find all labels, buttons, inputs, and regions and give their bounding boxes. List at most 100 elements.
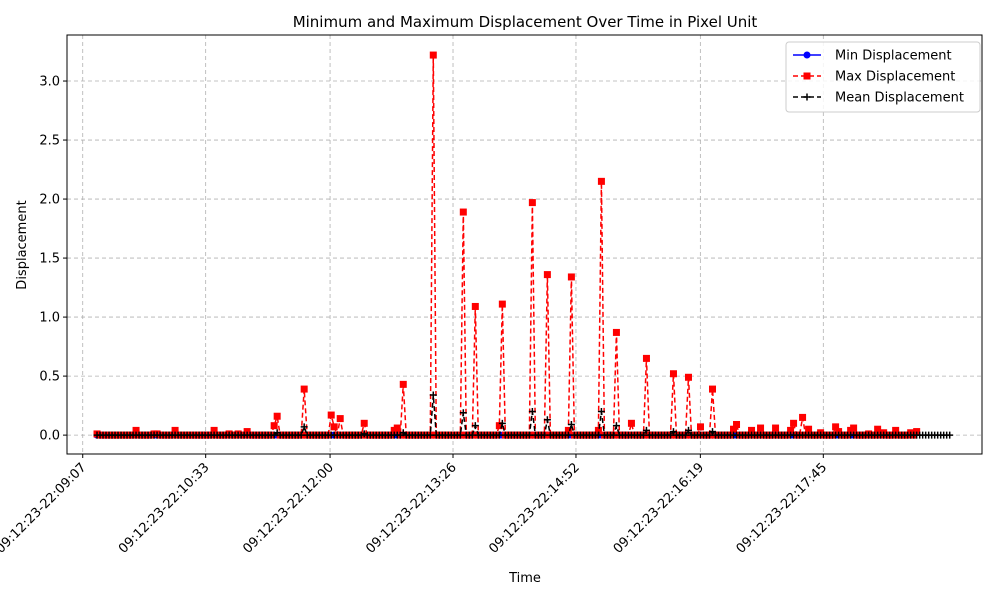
y-axis: 0.0 0.5 1.0 1.5 2.0 2.5 3.0 <box>39 75 67 444</box>
data-point <box>684 426 692 434</box>
data-point <box>642 426 650 434</box>
data-point <box>684 373 692 381</box>
data-point <box>772 424 780 432</box>
y-tick-label: 2.5 <box>39 134 60 149</box>
data-point <box>748 426 756 434</box>
data-point <box>543 271 551 279</box>
data-point <box>594 431 602 439</box>
x-tick-label: 09:12:23-22:16:19 <box>611 460 707 556</box>
legend-label: Min Displacement <box>835 49 952 64</box>
series-layer <box>93 51 954 439</box>
data-point <box>564 431 572 439</box>
data-point <box>171 426 179 434</box>
data-point <box>399 380 407 388</box>
x-tick-label: 09:12:23-22:10:33 <box>116 460 212 556</box>
plot-frame <box>66 34 983 455</box>
data-point <box>543 416 551 424</box>
data-point <box>360 419 368 427</box>
data-point <box>426 431 434 439</box>
data-point <box>609 431 617 439</box>
data-point <box>730 425 738 433</box>
data-point <box>273 412 281 420</box>
data-point <box>132 426 140 434</box>
x-axis-label: Time <box>508 571 541 586</box>
data-point <box>787 426 795 434</box>
y-tick-label: 1.0 <box>39 311 60 326</box>
data-point <box>525 431 533 439</box>
legend-marker <box>803 51 811 59</box>
data-point <box>471 422 479 430</box>
legend-marker <box>803 93 811 101</box>
legend-box <box>785 41 981 113</box>
data-point <box>498 419 506 427</box>
data-point <box>498 300 506 308</box>
data-point <box>594 426 602 434</box>
data-point <box>336 415 344 423</box>
data-point <box>495 431 503 439</box>
data-point <box>528 408 536 416</box>
data-point <box>471 302 479 310</box>
legend-label: Max Displacement <box>835 70 955 85</box>
data-point <box>805 425 813 433</box>
x-tick-label: 09:12:23-22:12:00 <box>240 460 336 556</box>
data-point <box>429 391 437 399</box>
chart-title: Minimum and Maximum Displacement Over Ti… <box>293 13 758 31</box>
data-point <box>627 419 635 427</box>
data-point <box>706 431 714 439</box>
data-point <box>790 419 798 427</box>
data-point <box>429 51 437 59</box>
data-point <box>459 409 467 417</box>
data-point <box>528 199 536 207</box>
data-point <box>642 354 650 362</box>
data-point <box>210 426 218 434</box>
legend: Min Displacement Max Displacement Mean Dis… <box>785 41 981 113</box>
data-point <box>597 177 605 185</box>
y-tick-label: 3.0 <box>39 75 60 90</box>
x-tick-label: 09:12:23-22:13:26 <box>363 460 459 556</box>
data-point <box>757 424 765 432</box>
data-point <box>733 420 741 428</box>
y-tick-label: 0.5 <box>39 370 60 385</box>
data-point <box>468 431 476 439</box>
data-point <box>597 408 605 416</box>
data-point <box>835 428 843 436</box>
x-tick-label: 09:12:23-22:17:45 <box>734 460 830 556</box>
data-point <box>850 424 858 432</box>
data-point <box>300 385 308 393</box>
data-point <box>874 425 882 433</box>
data-point <box>540 431 548 439</box>
data-point <box>327 411 335 419</box>
data-point <box>300 423 308 431</box>
y-axis-label: Displacement <box>15 200 30 289</box>
data-point <box>913 428 921 436</box>
y-tick-label: 0.0 <box>39 429 60 444</box>
data-point <box>297 431 305 439</box>
data-point <box>799 413 807 421</box>
data-point <box>681 431 689 439</box>
data-point <box>946 431 954 439</box>
data-point <box>639 431 647 439</box>
data-point <box>456 431 464 439</box>
data-point <box>612 328 620 336</box>
data-point <box>330 423 338 431</box>
x-axis: 09:12:23-22:09:07 09:12:23-22:10:33 09:12:… <box>0 454 830 557</box>
data-point <box>495 422 503 430</box>
legend-label: Mean Displacement <box>835 91 964 106</box>
data-point <box>393 424 401 432</box>
data-point <box>567 420 575 428</box>
data-point <box>709 385 717 393</box>
data-point <box>892 426 900 434</box>
data-point <box>270 422 278 430</box>
legend-marker <box>803 72 811 80</box>
data-point <box>669 428 677 436</box>
x-tick-label: 09:12:23-22:09:07 <box>0 460 90 556</box>
data-point <box>567 273 575 281</box>
data-point <box>459 208 467 216</box>
series-3 <box>93 391 954 439</box>
y-tick-label: 1.5 <box>39 252 60 267</box>
data-point <box>669 370 677 378</box>
data-point <box>564 426 572 434</box>
data-point <box>243 428 251 436</box>
x-tick-label: 09:12:23-22:14:52 <box>486 460 582 556</box>
data-point <box>612 422 620 430</box>
